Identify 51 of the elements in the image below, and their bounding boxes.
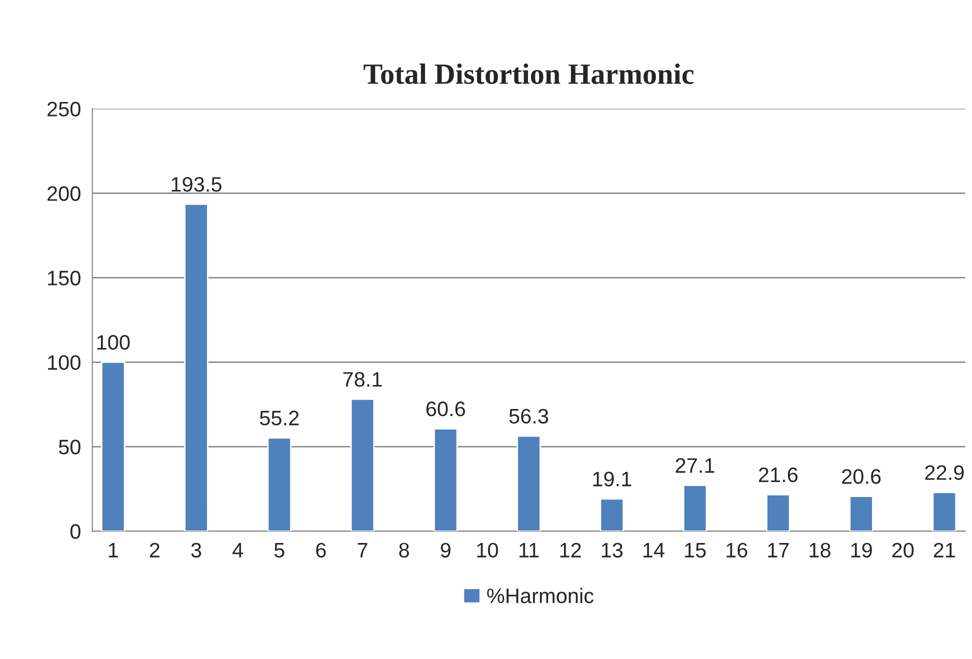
chart-title: Total Distortion Harmonic	[364, 63, 694, 84]
x-tick-label: 2	[150, 542, 160, 558]
y-tick-label: 100	[48, 355, 80, 370]
x-tick-label: 17	[768, 543, 789, 558]
x-tick-label: 20	[892, 542, 914, 558]
x-tick-label: 5	[274, 543, 284, 558]
x-tick-label: 6	[316, 542, 326, 558]
x-tick-label: 21	[934, 542, 955, 558]
x-tick-label: 3	[191, 542, 202, 558]
data-label: 60.6	[426, 402, 465, 416]
x-tick-label: 18	[810, 542, 830, 558]
data-label: 19.1	[593, 472, 632, 486]
x-tick-label: 14	[643, 543, 664, 558]
bar	[766, 494, 790, 532]
data-label: 193.5	[172, 177, 222, 192]
bar	[100, 361, 126, 532]
bar	[267, 437, 292, 532]
x-tick-label: 15	[685, 543, 706, 558]
y-tick-label: 50	[58, 440, 80, 454]
x-tick-label: 9	[440, 542, 450, 558]
data-label: 55.2	[260, 410, 299, 426]
data-label: 21.6	[758, 467, 798, 482]
x-tick-label: 11	[520, 543, 539, 558]
x-tick-label: 10	[477, 542, 498, 558]
x-tick-label: 8	[399, 542, 409, 558]
x-tick-label: 4	[232, 543, 243, 558]
x-tick-label: 12	[560, 542, 581, 558]
x-tick-label: 13	[602, 542, 623, 558]
bar	[682, 484, 708, 532]
bar	[600, 498, 624, 532]
bar	[849, 496, 874, 532]
data-label: 20.6	[842, 469, 881, 484]
x-tick-label: 19	[851, 542, 872, 558]
bar	[434, 428, 458, 532]
legend-label: %Harmonic	[487, 588, 594, 604]
y-tick-label: 200	[48, 186, 80, 201]
y-tick-label: 0	[70, 524, 80, 539]
data-label: 100	[97, 334, 130, 350]
data-label: 78.1	[343, 372, 382, 387]
data-label: 27.1	[676, 458, 714, 473]
bar	[932, 492, 957, 532]
x-tick-label: 7	[358, 543, 368, 558]
y-tick-label: 150	[48, 270, 80, 286]
data-label: 56.3	[509, 408, 548, 424]
data-label: 22.9	[925, 465, 964, 480]
bar	[516, 435, 541, 532]
x-tick-label: 1	[108, 543, 118, 558]
bar	[184, 204, 208, 532]
y-tick-label: 250	[48, 102, 80, 116]
bar	[350, 398, 375, 532]
x-tick-label: 16	[726, 542, 748, 558]
